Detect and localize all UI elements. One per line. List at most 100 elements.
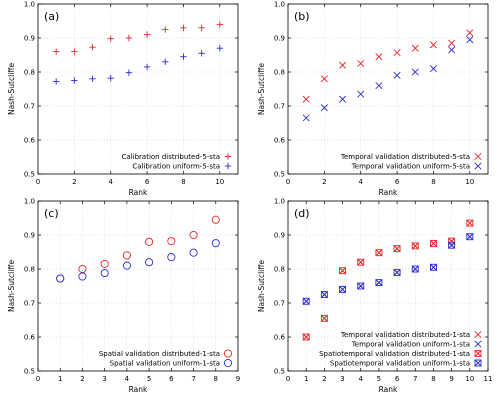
series-1 [52,45,224,85]
legend-marker [474,330,482,339]
data-point [167,253,176,262]
data-point [466,29,474,37]
data-point [302,114,310,122]
data-point [122,261,131,270]
data-point [107,74,114,82]
data-point [145,237,154,246]
panel-c: 0.5 0.6 0.7 0.8 0.9 1.0 0 1 2 3 4 5 6 7 8 9 Rank Nash-Sut… [7,198,240,395]
data-point [189,230,198,240]
legend-entry-label: Temporal validation distributed-1-sta [340,331,470,339]
y-tick-label: 0.8 [274,69,285,77]
data-point [78,272,87,281]
data-point [56,274,65,283]
x-tick-label: 8 [431,178,435,186]
legend: Calibration distributed-5-sta Calibration… [122,153,232,171]
y-tick-label: 0.5 [24,368,35,376]
data-point [339,285,346,293]
data-point [448,39,456,47]
legend-entry-label: Calibration uniform-5-sta [132,163,220,171]
plot-frame [287,3,489,175]
plot-frame [287,200,489,372]
x-tick-label: 10 [465,375,474,383]
data-point [78,264,87,274]
data-point [145,258,154,267]
data-point [143,31,151,38]
y-tick-label: 0.9 [274,232,285,240]
x-tick-label: 3 [340,375,344,383]
data-point [302,333,310,341]
data-point [167,237,176,246]
data-point [122,251,131,260]
x-tick-label: 10 [465,178,474,186]
x-tick-label: 0 [36,178,40,186]
panel-b: 0.5 0.6 0.7 0.8 0.9 1.0 0 2 4 6 8 10 Rank Nash-Sutcli… [257,1,489,197]
panel-label: (d) [294,207,310,220]
data-point [339,95,347,103]
data-point [448,46,456,54]
y-axis-label: Nash-Sutcliffe [257,63,266,115]
y-tick-label: 0.8 [274,266,285,274]
y-tick-label: 0.9 [24,232,35,240]
series-2 [302,219,474,341]
y-tick-label: 1.0 [274,1,285,9]
data-point [89,75,96,82]
series-1 [302,36,474,122]
x-tick-label: 5 [377,375,381,383]
data-point [320,314,328,322]
data-point [320,291,328,298]
data-point [198,50,205,57]
x-tick-label: 4 [108,178,113,186]
data-point [320,104,328,112]
data-point [448,241,456,249]
data-point [302,95,310,103]
legend: Spatial validation distributed-1-sta Spat… [99,349,233,368]
data-point [466,233,474,241]
series-1 [56,239,220,283]
legend-entry-label: Spatiotemporal validation distributed-1-… [319,350,470,358]
data-point [52,78,60,85]
legend-entry-label: Temporal validation uniform-5-sta [351,163,470,171]
data-point [411,44,419,52]
legend-marker [474,162,482,170]
y-tick-label: 1.0 [24,1,35,9]
x-tick-label: 7 [191,375,195,383]
x-axis-label: Rank [379,385,398,394]
data-point [100,269,109,278]
data-point [211,215,220,224]
y-tick-label: 1.0 [274,198,285,206]
legend: Temporal validation distributed-1-sta Tem… [319,330,482,368]
x-tick-label: 2 [72,178,76,186]
data-point [375,249,383,257]
x-tick-label: 5 [147,375,151,383]
series-0 [302,29,474,103]
legend-entry-label: Spatiotemporal validation uniform-1-sta [330,360,470,368]
panel-label: (b) [294,10,310,23]
x-tick-label: 3 [102,375,106,383]
x-tick-label: 6 [169,375,174,383]
y-tick-label: 0.5 [274,368,285,376]
x-tick-label: 9 [236,375,240,383]
legend-marker [474,350,482,357]
data-point [429,65,437,73]
x-axis-label: Rank [129,188,148,197]
legend-entry-label: Temporal validation uniform-1-sta [351,341,470,349]
data-point [71,48,78,55]
y-tick-label: 1.0 [24,198,35,206]
data-point [162,58,169,65]
x-tick-label: 10 [215,178,224,186]
y-tick-label: 0.7 [274,300,285,308]
x-tick-label: 8 [214,375,218,383]
data-point [393,245,401,253]
x-tick-label: 2 [322,178,326,186]
panel-label: (a) [44,10,59,23]
x-tick-label: 7 [413,375,417,383]
data-point [339,267,346,275]
series-0 [302,219,474,341]
series-3 [302,233,474,305]
x-tick-label: 8 [431,375,435,383]
x-tick-label: 0 [286,178,290,186]
data-point [357,258,365,266]
data-point [430,263,437,271]
data-point [162,26,169,33]
y-axis-label: Nash-Sutcliffe [7,260,16,312]
